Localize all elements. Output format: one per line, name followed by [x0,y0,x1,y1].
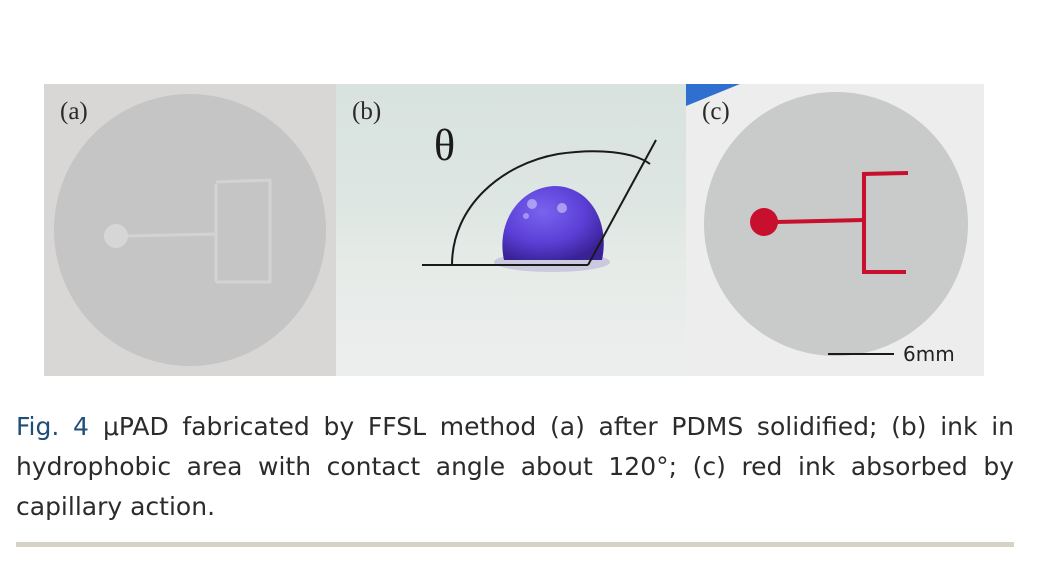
theta-symbol: θ [434,121,456,170]
section-divider [16,542,1014,547]
ink-droplet [502,186,604,260]
panel-b-label: (b) [352,98,382,125]
figure-image: (a) (b) θ [44,84,984,376]
channel-c [775,218,865,224]
angle-arc [451,150,651,266]
panel-c-photo [686,84,968,356]
panel-a-label: (a) [60,98,88,125]
panel-c-label: (c) [702,98,730,125]
panel-a: (a) [44,84,336,376]
paper-disc-a [54,94,326,366]
scale-bar-label: 6mm [903,342,955,366]
branch-arms-a [215,178,272,284]
corner-tape [686,84,740,106]
droplet-highlight-2 [557,203,567,213]
droplet-highlight-3 [523,213,529,219]
sample-reservoir-a [104,224,128,248]
panel-c: (c) 6mm [686,84,984,376]
figure-caption: Fig. 4 μPAD fabricated by FFSL method (a)… [16,407,1014,527]
sample-reservoir-c [750,208,778,236]
panel-a-photo [54,94,326,366]
channel-a [127,232,217,238]
caption-text: μPAD fabricated by FFSL method (a) after… [16,412,1014,521]
droplet-highlight-1 [527,199,537,209]
panel-b-photo [422,139,657,272]
branch-arm-top-c [861,171,909,176]
tangent-line [587,139,657,266]
panel-b: (b) θ [336,84,686,376]
figure-number: Fig. 4 [16,412,89,441]
paper-disc-c [704,92,968,356]
